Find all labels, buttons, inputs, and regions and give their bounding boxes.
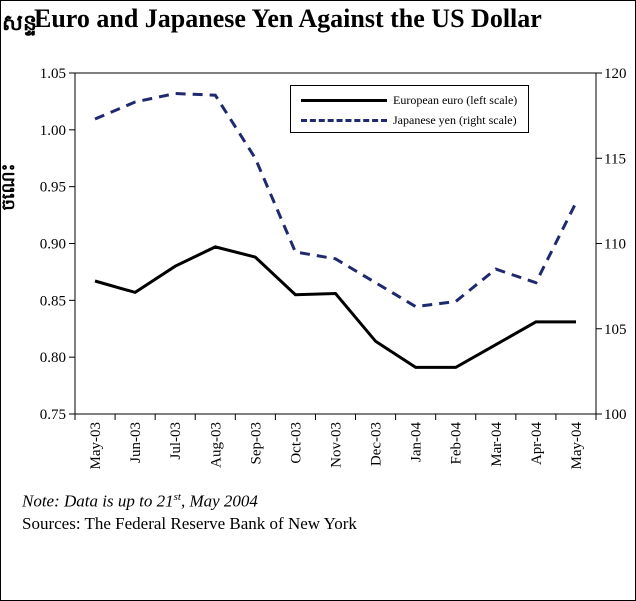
right-tick-label: 105: [604, 322, 627, 338]
x-tick-label: Aug-03: [208, 422, 224, 468]
y-axis-label-left: ចំណេះ: [0, 163, 19, 210]
left-tick-label: 0.80: [40, 350, 66, 366]
sources: Sources: The Federal Reserve Bank of New…: [22, 514, 357, 533]
x-tick-label: Nov-03: [329, 422, 345, 468]
x-tick-label: Feb-04: [449, 422, 465, 465]
note-suffix: , May 2004: [180, 491, 258, 511]
series-layer: [94, 91, 578, 369]
left-tick-label: 0.85: [40, 293, 66, 309]
x-axis: May-03 Jun-03 Jul-03 Aug-03 Sep-03 Oct-03 Nov-…: [74, 414, 597, 470]
x-tick-label: Mar-04: [489, 422, 505, 467]
series-line-yen: [94, 91, 578, 309]
x-tick-label: May-04: [569, 422, 585, 470]
x-tick-label: Jul-03: [168, 422, 184, 460]
note-superscript: st: [173, 491, 181, 503]
x-tick-label: Oct-03: [288, 422, 304, 464]
right-axis: 100 105 110 115 120: [596, 66, 627, 423]
series-line-euro: [94, 245, 576, 369]
left-tick-label: 0.95: [40, 180, 66, 196]
x-tick-label: Apr-04: [529, 422, 545, 466]
legend-label-yen: Japanese yen (right scale): [393, 113, 517, 127]
x-tick-label: May-03: [88, 422, 104, 470]
legend-label-euro: European euro (left scale): [393, 93, 518, 107]
legend-swatch-yen: [301, 119, 387, 122]
right-tick-label: 100: [604, 407, 627, 423]
x-tick-label: Sep-03: [248, 422, 264, 465]
right-tick-label: 110: [604, 237, 626, 253]
left-tick-label: 0.90: [40, 237, 66, 253]
x-tick-label: Dec-03: [369, 422, 385, 466]
legend: European euro (left scale) Japanese yen …: [290, 85, 529, 133]
left-tick-label: 0.75: [40, 407, 66, 423]
title-prefix: សន្ទ: [2, 10, 37, 35]
left-axis: 0.75 0.80 0.85 0.90 0.95 1.00 1.05: [40, 66, 75, 423]
x-tick-label: Jan-04: [409, 422, 425, 462]
note-prefix: Note: Data is up to 21: [22, 491, 174, 511]
left-tick-label: 1.05: [40, 66, 66, 82]
chart-title: Euro and Japanese Yen Against the US Dol…: [34, 4, 542, 33]
legend-swatch-euro: [301, 99, 387, 102]
right-tick-label: 120: [604, 66, 627, 82]
right-tick-label: 115: [604, 151, 626, 167]
note: Note: Data is up to 21st, May 2004: [22, 491, 258, 512]
x-tick-label: Jun-03: [128, 422, 144, 463]
left-tick-label: 1.00: [40, 123, 66, 139]
